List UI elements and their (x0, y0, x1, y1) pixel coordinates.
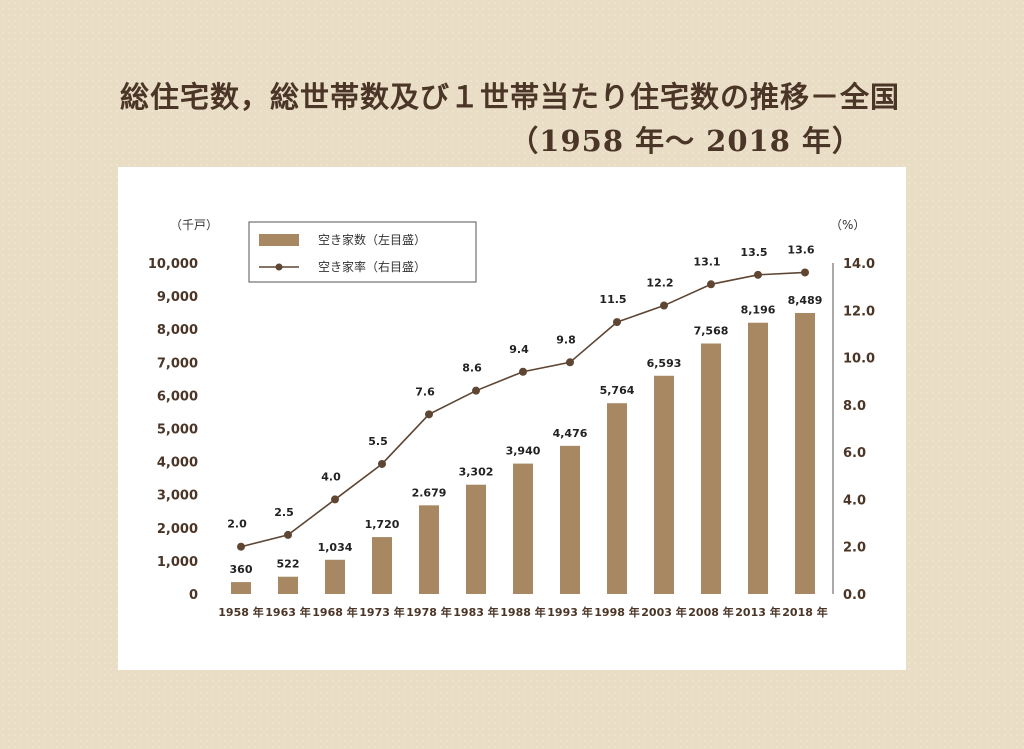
legend-bar-swatch (259, 234, 299, 246)
bar (654, 375, 674, 594)
bar (560, 445, 580, 594)
right-axis-tick: 14.0 (843, 257, 875, 272)
rate-point (566, 358, 574, 367)
x-axis-tick: 1998 年 (594, 605, 639, 619)
rate-value-label: 4.0 (321, 470, 341, 483)
right-axis-tick: 10.0 (843, 352, 875, 367)
bar (466, 484, 486, 594)
bar-value-label: 5,764 (600, 384, 635, 397)
rate-value-label: 11.5 (599, 293, 626, 306)
bar (372, 537, 392, 594)
bar (748, 322, 768, 594)
bar-value-label: 4,476 (553, 427, 588, 440)
rate-point (754, 270, 762, 279)
rate-point (519, 367, 527, 376)
bar (419, 505, 439, 594)
left-axis-tick: 9,000 (157, 290, 198, 305)
x-axis-tick: 2003 年 (641, 605, 686, 619)
legend-line-marker (275, 263, 283, 271)
rate-point (378, 459, 386, 468)
rate-value-label: 9.8 (556, 333, 576, 346)
rate-value-label: 2.0 (227, 518, 247, 531)
left-axis-tick: 7,000 (157, 356, 198, 371)
bar-value-label: 3,302 (459, 466, 494, 479)
rate-value-label: 13.1 (693, 255, 720, 268)
rate-value-label: 12.2 (646, 277, 673, 290)
legend: 空き家数（左目盛） 空き家率（右目盛） (248, 221, 477, 283)
legend-bar-label: 空き家数（左目盛） (318, 232, 426, 247)
rate-point (237, 542, 245, 551)
bar (701, 343, 721, 594)
rate-value-label: 13.6 (787, 243, 814, 256)
left-axis-tick: 5,000 (157, 423, 198, 438)
rate-point (331, 495, 339, 504)
legend-box (248, 221, 477, 283)
rate-value-label: 8.6 (462, 362, 482, 375)
rate-value-label: 7.6 (415, 385, 435, 398)
bar-value-label: 8,196 (741, 304, 776, 317)
x-axis-tick: 2013 年 (735, 605, 780, 619)
x-axis-tick: 1958 年 (218, 605, 263, 619)
bar-value-label: 2.679 (412, 486, 447, 499)
chart-panel: 0 1,000 2,000 3,000 4,000 5,000 6,000 7,000 8,00… (118, 167, 906, 670)
bar-value-label: 8,489 (788, 294, 823, 307)
bar-value-label: 360 (230, 563, 253, 576)
right-axis-tick: 4.0 (843, 493, 866, 508)
x-axis-tick: 1978 年 (406, 605, 451, 619)
bar-value-label: 7,568 (694, 324, 729, 337)
bar-value-label: 1,034 (318, 541, 353, 554)
chart-subtitle: （1958 年～ 2018 年） (509, 124, 862, 158)
legend-line-label: 空き家率（右目盛） (318, 259, 426, 274)
bar (513, 463, 533, 594)
bar (278, 576, 298, 594)
rate-point (707, 280, 715, 289)
left-axis-tick: 8,000 (157, 323, 198, 338)
x-axis-tick: 2018 年 (782, 605, 827, 619)
right-axis-tick: 0.0 (843, 588, 866, 603)
rate-value-label: 13.5 (740, 246, 767, 259)
bar-value-label: 6,593 (647, 357, 682, 370)
right-axis-tick: 8.0 (843, 399, 866, 414)
chart-title: 総住宅数，総世帯数及び１世帯当たり住宅数の推移－全国 (120, 80, 901, 114)
rate-point (284, 530, 292, 539)
left-axis-tick: 10,000 (148, 257, 198, 272)
left-axis-tick: 0 (189, 588, 198, 603)
left-axis-tick: 6,000 (157, 389, 198, 404)
left-axis-tick: 4,000 (157, 456, 198, 471)
right-axis-unit: （%） (830, 218, 865, 232)
x-axis-tick: 1993 年 (547, 605, 592, 619)
rate-point (660, 301, 668, 310)
bar (325, 559, 345, 594)
bar-value-label: 522 (277, 558, 300, 571)
rate-point (425, 410, 433, 419)
x-axis-tick: 1973 年 (359, 605, 404, 619)
rate-value-label: 9.4 (509, 343, 529, 356)
x-axis-tick: 1983 年 (453, 605, 498, 619)
bar-value-label: 3,940 (506, 445, 541, 458)
right-axis-tick: 2.0 (843, 541, 866, 556)
rate-value-label: 2.5 (274, 506, 294, 519)
left-axis-tick: 1,000 (157, 555, 198, 570)
chart-svg: 0 1,000 2,000 3,000 4,000 5,000 6,000 7,000 8,00… (148, 218, 875, 619)
left-axis-unit: （千戸） (170, 218, 218, 232)
left-axis-tick: 3,000 (157, 489, 198, 504)
bar-value-label: 1,720 (365, 518, 400, 531)
right-axis-tick: 12.0 (843, 304, 875, 319)
right-axis-tick: 6.0 (843, 446, 866, 461)
left-axis-tick: 2,000 (157, 522, 198, 537)
bar (795, 313, 815, 594)
rate-point (613, 318, 621, 327)
x-axis-tick: 2008 年 (688, 605, 733, 619)
x-axis-tick: 1963 年 (265, 605, 310, 619)
bar (607, 403, 627, 594)
rate-point (472, 386, 480, 395)
x-axis-tick: 1968 年 (312, 605, 357, 619)
rate-value-label: 5.5 (368, 435, 388, 448)
x-axis-tick: 1988 年 (500, 605, 545, 619)
bar (231, 582, 251, 594)
rate-point (801, 268, 809, 277)
